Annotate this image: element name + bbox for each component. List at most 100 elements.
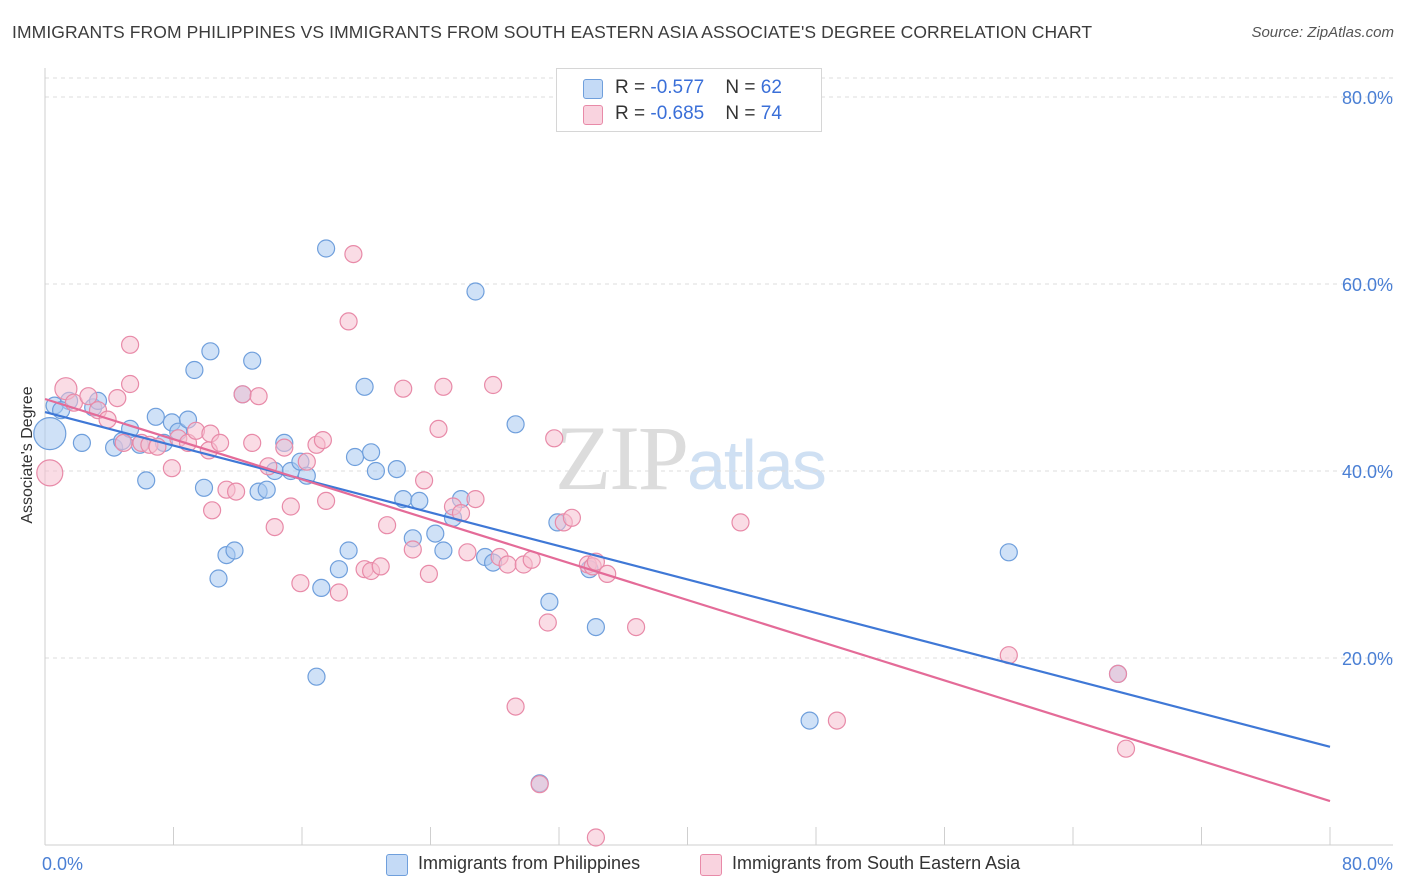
legend: R = -0.577 N = 62 R = -0.685 N = 74 — [556, 68, 822, 132]
point-sea — [506, 697, 525, 716]
point-sea — [243, 433, 262, 452]
point-sea — [731, 513, 750, 532]
point-sea — [121, 335, 140, 354]
legend-n-value: 74 — [760, 103, 782, 124]
point-sea — [403, 540, 422, 559]
legend-swatch-sea — [583, 105, 603, 125]
x-tick-label: 80.0% — [1342, 854, 1393, 874]
point-philippines — [362, 443, 381, 462]
point-philippines — [387, 460, 406, 479]
point-sea — [162, 459, 181, 478]
point-philippines — [146, 407, 165, 426]
trendline-philippines — [44, 411, 1331, 748]
point-sea — [1108, 664, 1128, 684]
point-sea — [394, 379, 413, 398]
point-sea — [434, 377, 453, 396]
point-sea — [429, 419, 448, 438]
bottom-legend-label-sea: Immigrants from South Eastern Asia — [732, 853, 1021, 873]
point-sea — [484, 375, 503, 395]
trendline-sea — [44, 397, 1331, 803]
bottom-legend-label-philippines: Immigrants from Philippines — [418, 853, 641, 873]
point-sea — [562, 508, 582, 527]
point-sea — [378, 516, 397, 535]
legend-r-label: R = — [615, 77, 651, 98]
legend-r-label: R = — [615, 103, 651, 124]
point-sea — [545, 429, 564, 448]
point-philippines — [355, 377, 374, 396]
point-sea — [317, 491, 336, 510]
point-philippines — [33, 417, 67, 451]
point-sea — [36, 459, 64, 487]
y-tick-label: 60.0% — [1342, 275, 1393, 295]
point-philippines — [999, 543, 1018, 562]
point-sea — [827, 711, 847, 730]
point-sea — [451, 503, 471, 523]
point-sea — [203, 501, 222, 520]
point-philippines — [307, 667, 326, 686]
point-sea — [1116, 739, 1136, 758]
point-sea — [344, 245, 363, 264]
point-philippines — [506, 415, 525, 434]
point-sea — [281, 497, 300, 516]
point-sea — [329, 583, 348, 602]
y-tick-label: 80.0% — [1342, 88, 1393, 108]
legend-n-value: 62 — [760, 77, 782, 98]
watermark-atlas: atlas — [687, 426, 827, 504]
point-philippines — [410, 491, 429, 510]
point-sea — [530, 775, 549, 794]
point-sea — [458, 543, 477, 562]
source-label: Source: ZipAtlas.com — [1251, 24, 1394, 41]
legend-r-value: -0.685 — [650, 103, 705, 124]
point-philippines — [345, 447, 365, 467]
y-tick-label: 20.0% — [1342, 649, 1393, 669]
bottom-legend-swatch-philippines — [386, 854, 408, 876]
y-tick-label: 40.0% — [1342, 462, 1393, 482]
point-sea — [498, 555, 517, 574]
legend-n-label: N = — [725, 103, 761, 124]
point-sea — [108, 389, 127, 408]
point-sea — [227, 482, 246, 501]
legend-n-label: N = — [725, 77, 761, 98]
watermark: ZIPatlas — [555, 405, 827, 511]
point-philippines — [329, 560, 348, 579]
point-sea — [121, 374, 140, 394]
legend-r-value: -0.577 — [650, 77, 705, 98]
point-philippines — [434, 541, 453, 560]
legend-swatch-philippines — [583, 79, 603, 99]
point-philippines — [209, 569, 228, 588]
watermark-zip: ZIP — [555, 407, 689, 509]
point-sea — [586, 828, 606, 847]
chart-title: IMMIGRANTS FROM PHILIPPINES VS IMMIGRANT… — [12, 22, 1093, 42]
x-tick-label: 0.0% — [42, 854, 83, 874]
point-sea — [297, 452, 316, 471]
point-philippines — [800, 711, 819, 730]
point-sea — [275, 438, 294, 457]
point-sea — [249, 387, 268, 406]
point-sea — [415, 471, 434, 490]
point-philippines — [194, 478, 214, 497]
point-sea — [291, 574, 310, 593]
point-philippines — [201, 342, 220, 361]
point-sea — [466, 490, 485, 509]
point-philippines — [185, 360, 204, 380]
point-philippines — [466, 282, 485, 301]
point-philippines — [366, 461, 385, 481]
point-philippines — [137, 471, 156, 490]
point-sea — [79, 387, 98, 406]
point-philippines — [72, 433, 92, 452]
point-sea — [114, 433, 133, 452]
point-philippines — [339, 541, 358, 560]
point-sea — [339, 312, 358, 331]
point-philippines — [257, 480, 276, 499]
point-philippines — [540, 592, 559, 612]
point-sea — [371, 557, 390, 576]
point-philippines — [586, 617, 606, 637]
point-sea — [265, 517, 284, 537]
point-philippines — [426, 524, 445, 543]
point-sea — [211, 433, 230, 452]
point-philippines — [317, 239, 336, 258]
bottom-legend-swatch-sea — [700, 854, 722, 876]
point-philippines — [312, 578, 331, 598]
point-sea — [626, 617, 646, 637]
